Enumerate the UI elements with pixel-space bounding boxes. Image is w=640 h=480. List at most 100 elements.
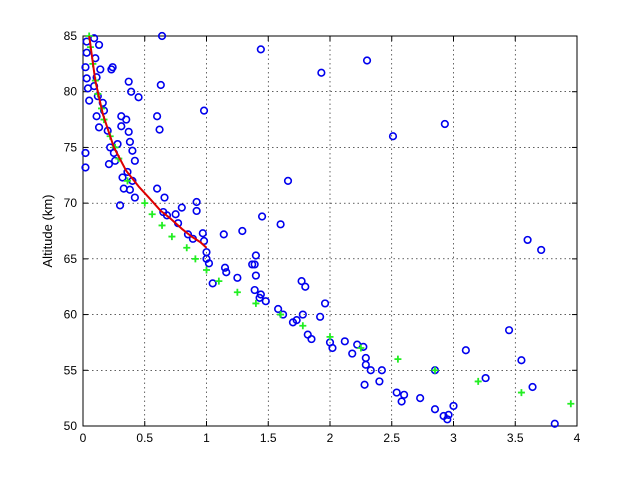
data-point-circle	[162, 211, 172, 220]
data-point-circle	[251, 271, 260, 280]
data-point-circle	[104, 160, 114, 169]
data-point-circle	[130, 193, 139, 202]
data-point-circle	[257, 212, 267, 221]
data-point-circle	[81, 163, 90, 172]
data-point-circle	[204, 259, 214, 268]
data-point-circle	[255, 293, 264, 302]
data-point-circle	[192, 206, 201, 216]
data-point-circle	[208, 279, 217, 288]
data-point-circle	[274, 304, 283, 314]
data-point-circle	[125, 137, 135, 146]
x-tick-label: 1	[203, 431, 210, 445]
data-point-circle	[233, 273, 242, 282]
data-point-circle	[317, 68, 326, 77]
x-tick-label: 2	[327, 431, 334, 445]
data-point-circle	[199, 106, 209, 115]
data-point-circle	[238, 226, 247, 236]
data-point-circle	[461, 346, 470, 355]
x-tick-label: 3	[450, 431, 457, 445]
data-point-circle	[127, 87, 136, 96]
data-point-circle	[156, 80, 165, 90]
data-point-plus	[299, 322, 307, 330]
data-point-circle	[416, 394, 425, 403]
y-tick-label: 85	[64, 29, 78, 43]
data-point-circle	[362, 56, 372, 65]
data-point-circle	[348, 349, 357, 358]
data-point-circle	[297, 277, 306, 286]
data-point-plus	[123, 177, 131, 185]
data-point-plus	[252, 299, 260, 307]
data-point-circle	[361, 360, 370, 369]
data-point-circle	[251, 251, 260, 260]
y-tick-label: 70	[64, 196, 78, 210]
data-point-circle	[301, 282, 310, 291]
data-point-circle	[523, 235, 532, 245]
data-point-circle	[134, 93, 143, 102]
data-point-circle	[82, 48, 91, 57]
x-tick-label: 3.5	[507, 431, 524, 445]
data-series	[81, 31, 575, 428]
data-point-plus	[158, 221, 166, 229]
data-point-circle	[118, 173, 127, 182]
x-tick-label: 4	[574, 431, 581, 445]
data-point-plus	[394, 355, 402, 363]
data-point-circle	[125, 185, 135, 194]
y-tick-label: 50	[64, 419, 78, 433]
data-point-circle	[250, 285, 259, 295]
data-point-plus	[215, 277, 223, 285]
data-point-circle	[537, 245, 546, 255]
x-tick-label: 1.5	[260, 431, 277, 445]
series-line	[88, 35, 208, 249]
data-point-plus	[203, 266, 210, 274]
data-point-plus	[326, 333, 334, 341]
data-point-circle	[130, 156, 139, 165]
data-point-circle	[124, 77, 133, 86]
data-point-circle	[124, 127, 133, 136]
data-point-circle	[340, 337, 349, 346]
data-point-circle	[283, 176, 293, 185]
data-point-circle	[328, 343, 337, 353]
data-point-circle	[122, 115, 131, 124]
data-point-plus	[431, 366, 439, 374]
data-point-circle	[183, 230, 193, 239]
x-tick-label: 0	[80, 431, 87, 445]
data-point-circle	[366, 366, 375, 375]
data-point-circle	[222, 268, 231, 277]
data-point-circle	[198, 229, 207, 238]
data-point-circle	[153, 184, 162, 193]
data-point-circle	[261, 297, 270, 306]
data-point-plus	[474, 377, 482, 385]
data-point-circle	[430, 405, 440, 414]
series-line	[88, 35, 208, 249]
data-point-circle	[192, 197, 201, 207]
data-point-plus	[191, 255, 199, 263]
data-point-circle	[171, 210, 180, 219]
data-point-circle	[528, 382, 537, 392]
data-point-circle	[392, 388, 401, 397]
data-point-circle	[220, 263, 230, 272]
data-point-circle	[256, 45, 265, 54]
data-point-circle	[115, 201, 125, 210]
data-point-circle	[128, 146, 137, 155]
data-point-circle	[504, 326, 514, 335]
data-point-plus	[233, 288, 241, 296]
y-axis-label: Altitude (km)	[40, 195, 55, 268]
data-point-circle	[375, 377, 384, 386]
data-point-circle	[292, 316, 301, 325]
data-point-circle	[481, 373, 490, 383]
data-point-circle	[320, 299, 330, 308]
data-point-circle	[90, 34, 99, 43]
data-point-plus	[141, 199, 149, 207]
data-point-circle	[440, 119, 449, 129]
axis-ticks: 0 0.5 1 1.5 2 2.5 3 3.5 4 50 55 60 65 70 75 80 85	[64, 29, 581, 445]
data-point-circle	[153, 112, 162, 121]
data-point-circle	[517, 356, 526, 365]
data-point-circle	[123, 167, 132, 177]
data-point-circle	[298, 310, 307, 319]
data-point-circle	[360, 380, 369, 389]
data-point-circle	[85, 96, 94, 105]
data-point-plus	[567, 400, 575, 408]
data-point-circle	[108, 63, 117, 72]
data-point-circle	[444, 410, 453, 419]
